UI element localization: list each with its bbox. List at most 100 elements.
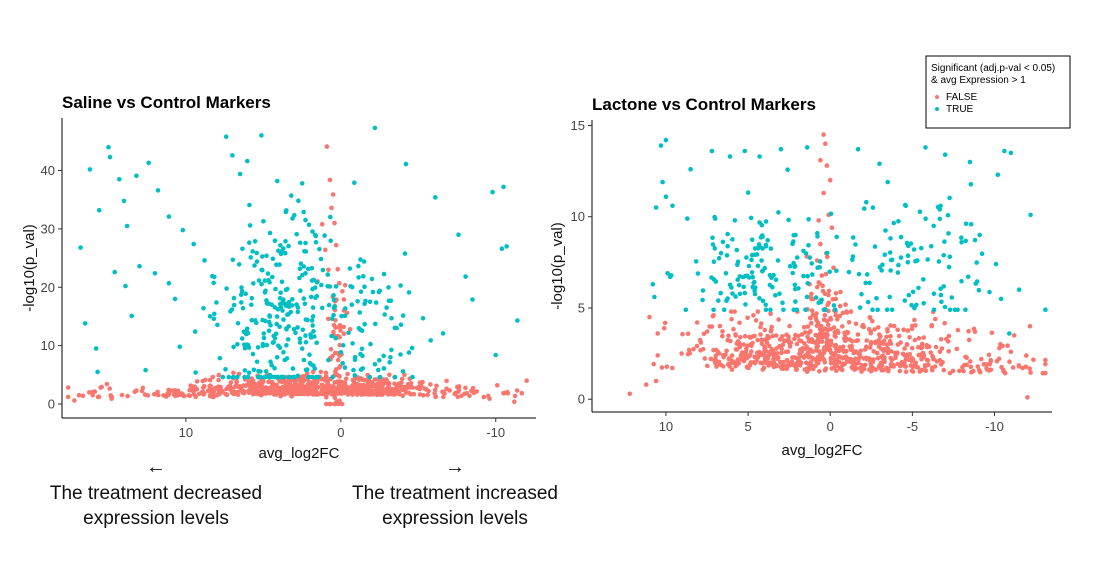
data-point-nonsignificant xyxy=(981,361,987,367)
data-point-significant xyxy=(850,235,856,240)
data-point-significant xyxy=(275,178,280,184)
legend-swatch-false xyxy=(935,95,939,99)
data-point-nonsignificant xyxy=(827,343,832,349)
data-point-nonsignificant xyxy=(107,386,112,391)
data-point-nonsignificant xyxy=(762,337,768,343)
data-point-significant xyxy=(751,280,756,286)
data-point-nonsignificant xyxy=(351,386,356,392)
data-point-significant xyxy=(117,177,122,182)
data-point-significant xyxy=(319,282,324,288)
data-point-nonsignificant xyxy=(897,368,903,374)
x-tick-label: 0 xyxy=(827,419,834,434)
data-point-nonsignificant xyxy=(156,392,161,398)
data-point-nonsignificant xyxy=(939,362,944,367)
data-point-nonsignificant xyxy=(742,333,748,339)
data-point-nonsignificant xyxy=(399,376,405,382)
data-point-nonsignificant xyxy=(836,330,841,336)
data-point-nonsignificant xyxy=(888,334,893,339)
data-point-significant xyxy=(846,269,852,275)
data-point-significant xyxy=(286,302,292,308)
data-point-significant xyxy=(889,257,895,263)
data-point-significant xyxy=(737,274,743,279)
data-point-significant xyxy=(745,190,751,195)
annotations: ← → The treatment decreased expression l… xyxy=(50,456,558,529)
data-point-significant xyxy=(267,314,273,319)
data-point-nonsignificant xyxy=(277,385,282,391)
data-point-nonsignificant xyxy=(338,328,343,333)
data-point-significant xyxy=(373,300,379,305)
data-point-nonsignificant xyxy=(455,394,461,400)
data-point-significant xyxy=(388,355,393,360)
data-point-significant xyxy=(652,294,657,300)
data-point-nonsignificant xyxy=(728,338,733,344)
data-point-nonsignificant xyxy=(873,339,878,345)
data-point-significant xyxy=(833,307,838,313)
data-point-nonsignificant xyxy=(65,385,71,390)
data-point-nonsignificant xyxy=(988,357,994,363)
data-point-nonsignificant xyxy=(818,157,823,163)
data-point-significant xyxy=(266,374,272,380)
data-point-nonsignificant xyxy=(196,391,202,397)
data-point-nonsignificant xyxy=(727,364,732,369)
data-point-significant xyxy=(765,238,770,243)
data-point-significant xyxy=(362,321,368,327)
data-point-nonsignificant xyxy=(737,344,743,350)
data-point-nonsignificant xyxy=(341,331,347,337)
data-point-nonsignificant xyxy=(821,190,826,196)
chart-title: Saline vs Control Markers xyxy=(62,93,271,112)
data-point-nonsignificant xyxy=(241,383,246,388)
data-point-nonsignificant xyxy=(821,132,826,137)
data-point-nonsignificant xyxy=(717,361,722,367)
data-point-nonsignificant xyxy=(738,335,743,340)
data-point-significant xyxy=(249,302,254,308)
data-point-nonsignificant xyxy=(975,364,981,369)
data-point-nonsignificant xyxy=(996,356,1002,362)
data-point-nonsignificant xyxy=(319,221,325,227)
data-point-nonsignificant xyxy=(331,322,337,328)
data-point-nonsignificant xyxy=(821,347,826,353)
data-point-nonsignificant xyxy=(685,331,691,337)
data-point-significant xyxy=(1043,307,1048,313)
data-point-nonsignificant xyxy=(765,356,771,361)
data-point-significant xyxy=(245,342,251,348)
data-point-nonsignificant xyxy=(828,360,834,366)
data-point-nonsignificant xyxy=(737,320,742,326)
data-point-significant xyxy=(340,343,346,348)
data-point-significant xyxy=(905,253,911,258)
data-point-nonsignificant xyxy=(913,362,918,368)
data-point-nonsignificant xyxy=(786,337,791,342)
data-point-significant xyxy=(259,133,264,138)
data-point-significant xyxy=(295,309,301,315)
data-point-nonsignificant xyxy=(670,365,675,371)
data-point-nonsignificant xyxy=(257,383,263,388)
data-point-significant xyxy=(398,322,404,328)
data-point-nonsignificant xyxy=(661,325,667,331)
data-point-significant xyxy=(252,263,257,268)
data-point-significant xyxy=(670,203,675,209)
data-point-nonsignificant xyxy=(805,324,811,329)
data-point-significant xyxy=(895,270,901,275)
data-point-nonsignificant xyxy=(687,350,692,356)
data-point-significant xyxy=(877,161,882,167)
data-point-significant xyxy=(269,362,275,368)
data-point-significant xyxy=(757,296,762,301)
data-point-significant xyxy=(834,234,839,240)
data-point-nonsignificant xyxy=(840,310,846,316)
data-point-nonsignificant xyxy=(173,393,178,399)
data-point-nonsignificant xyxy=(877,332,882,337)
data-point-significant xyxy=(276,248,281,254)
data-point-nonsignificant xyxy=(90,392,95,398)
data-point-nonsignificant xyxy=(916,336,922,341)
data-point-nonsignificant xyxy=(784,365,790,371)
data-point-significant xyxy=(263,288,268,294)
data-point-nonsignificant xyxy=(885,329,890,334)
data-point-nonsignificant xyxy=(331,329,336,335)
data-point-significant xyxy=(456,232,461,237)
data-point-significant xyxy=(781,307,786,313)
data-point-significant xyxy=(929,244,934,249)
data-point-nonsignificant xyxy=(1027,366,1032,371)
data-point-significant xyxy=(763,244,769,249)
data-point-significant xyxy=(261,331,267,336)
data-point-significant xyxy=(318,256,324,262)
data-point-nonsignificant xyxy=(308,390,313,396)
